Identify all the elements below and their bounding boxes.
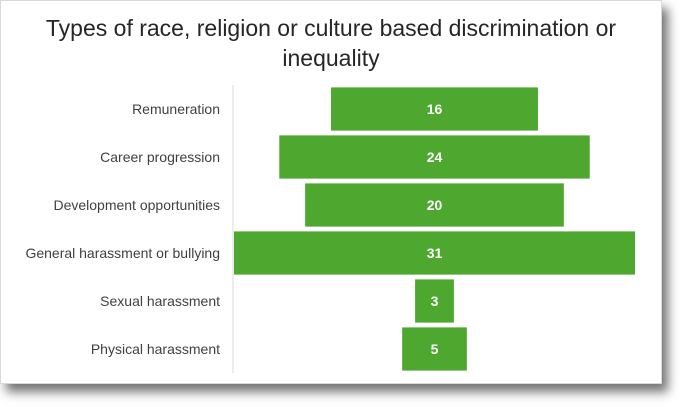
data-label-sexual-harassment: 3: [431, 293, 439, 309]
bar-development-opportunities: [305, 183, 564, 227]
category-label-career-progression: Career progression: [100, 149, 220, 165]
bar-general-harassment-or-bullying: [234, 231, 635, 275]
category-label-sexual-harassment: Sexual harassment: [100, 293, 220, 309]
bars-group: [234, 87, 635, 371]
bar-sexual-harassment: [415, 279, 454, 323]
data-label-physical-harassment: 5: [431, 341, 439, 357]
data-labels-group: 16 24 20 31 3 5: [427, 101, 443, 357]
bar-remuneration: [331, 87, 538, 131]
category-labels-group: Remuneration Career progression Developmen…: [25, 101, 220, 357]
data-label-development-opportunities: 20: [427, 197, 443, 213]
bar-career-progression: [279, 135, 590, 179]
chart-card: Types of race, religion or culture based…: [0, 0, 662, 384]
data-label-general-harassment-or-bullying: 31: [427, 245, 443, 261]
data-label-career-progression: 24: [427, 149, 443, 165]
category-label-physical-harassment: Physical harassment: [91, 341, 220, 357]
category-label-development-opportunities: Development opportunities: [53, 197, 220, 213]
chart-title: Types of race, religion or culture based…: [45, 15, 617, 71]
funnel-chart: Remuneration Career progression Developmen…: [25, 85, 635, 373]
bar-physical-harassment: [402, 327, 467, 371]
category-label-general-harassment-or-bullying: General harassment or bullying: [25, 245, 220, 261]
data-label-remuneration: 16: [427, 101, 443, 117]
category-label-remuneration: Remuneration: [132, 101, 220, 117]
